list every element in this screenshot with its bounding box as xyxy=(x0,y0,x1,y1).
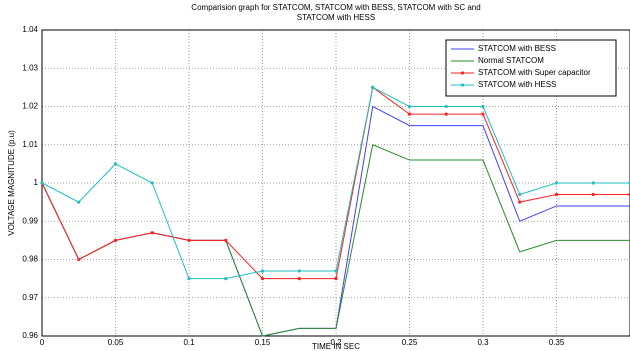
point-marker xyxy=(297,277,301,281)
legend-label: Normal STATCOM xyxy=(478,56,544,65)
point-marker xyxy=(481,104,485,109)
y-tick-label: 1.03 xyxy=(22,63,38,72)
y-tick-label: 1 xyxy=(34,178,39,187)
point-marker xyxy=(554,192,559,197)
x-tick-label: 0.25 xyxy=(402,338,418,347)
point-marker xyxy=(334,277,338,281)
point-marker xyxy=(260,269,265,273)
y-tick-label: 1.01 xyxy=(22,140,38,149)
point-marker xyxy=(224,238,228,242)
point-marker xyxy=(334,269,338,273)
legend-marker xyxy=(460,71,465,75)
legend-box xyxy=(445,39,617,97)
x-axis-label: TIME IN SEC xyxy=(312,342,360,351)
point-marker xyxy=(591,181,595,185)
point-marker xyxy=(481,112,485,116)
x-tick-label: 0.3 xyxy=(477,338,489,347)
point-marker xyxy=(444,104,448,109)
x-tick-label: 0 xyxy=(40,338,45,347)
legend-label: STATCOM with BESS xyxy=(478,44,556,53)
x-tick-label: 0.2 xyxy=(330,338,342,347)
x-tick-label: 0.1 xyxy=(183,338,195,347)
point-marker xyxy=(224,277,228,281)
point-marker xyxy=(113,238,118,242)
legend-label: STATCOM with HESS xyxy=(478,80,556,89)
point-marker xyxy=(260,277,265,281)
point-marker xyxy=(518,192,522,197)
point-marker xyxy=(297,269,301,273)
x-tick-label: 0.15 xyxy=(255,338,271,347)
point-marker xyxy=(113,162,118,166)
x-tick-label: 0.35 xyxy=(549,338,565,347)
y-tick-label: 0.96 xyxy=(22,331,38,340)
chart-title: STATCOM with HESS xyxy=(297,13,375,22)
point-marker xyxy=(187,277,191,281)
y-tick-label: 1.04 xyxy=(22,25,38,34)
chart-title: Comparision graph for STATCOM, STATCOM w… xyxy=(191,3,480,12)
point-marker xyxy=(371,85,375,89)
y-tick-label: 0.98 xyxy=(22,255,38,264)
y-axis-label: VOLTAGE MAGNITUDE (p.u) xyxy=(7,130,16,236)
legend-marker xyxy=(460,83,465,87)
point-marker xyxy=(40,181,44,185)
x-tick-label: 0.05 xyxy=(108,338,124,347)
y-tick-label: 0.97 xyxy=(22,293,38,302)
y-tick-label: 0.99 xyxy=(22,216,38,225)
point-marker xyxy=(77,200,81,204)
point-marker xyxy=(518,200,522,204)
point-marker xyxy=(150,181,154,185)
point-marker xyxy=(444,112,448,116)
point-marker xyxy=(591,192,595,197)
point-marker xyxy=(554,181,559,185)
point-marker xyxy=(187,238,191,242)
point-marker xyxy=(407,104,412,109)
legend-label: STATCOM with Super capacitor xyxy=(478,68,591,77)
point-marker xyxy=(407,112,412,116)
y-tick-label: 1.02 xyxy=(22,102,38,111)
point-marker xyxy=(150,231,154,235)
point-marker xyxy=(77,257,81,262)
